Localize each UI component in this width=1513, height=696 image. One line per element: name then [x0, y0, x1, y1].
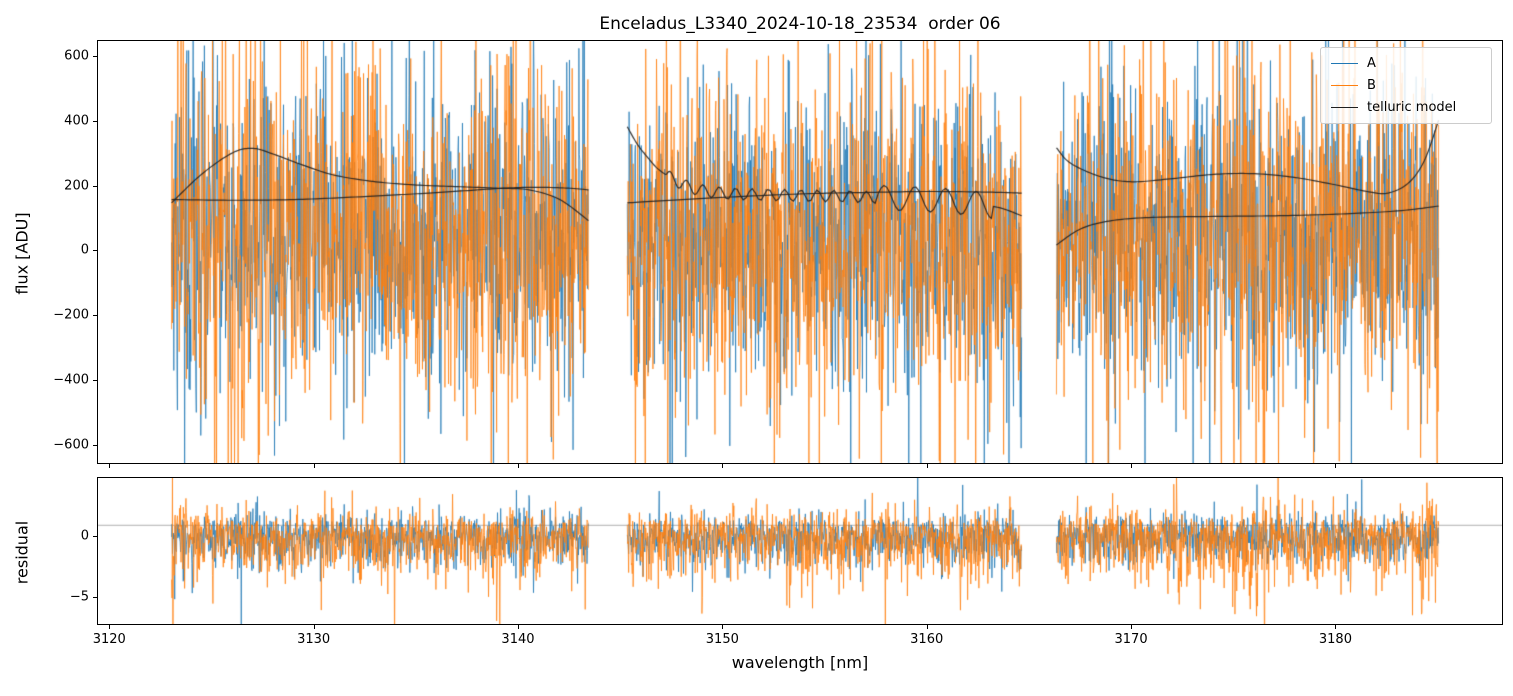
x-tick-mark	[926, 625, 928, 629]
y-tick-mark	[93, 185, 97, 187]
y-tick-label: −600	[53, 437, 89, 453]
x-tick-label: 3180	[1318, 632, 1352, 647]
y-tick-mark	[93, 250, 97, 252]
x-tick-mark	[109, 464, 111, 468]
x-tick-label: 3140	[501, 632, 535, 647]
x-tick-mark	[1335, 625, 1337, 629]
y-tick-label: 400	[64, 113, 89, 129]
x-tick-label: 3170	[1114, 632, 1148, 647]
legend-label-telluric: telluric model	[1367, 100, 1457, 115]
x-tick-label: 3120	[92, 632, 126, 647]
y-tick-label: −5	[69, 589, 89, 605]
legend-entry-b: B	[1331, 79, 1481, 92]
residual-plot-canvas	[98, 478, 1502, 624]
y-tick-label: 0	[80, 528, 89, 544]
legend-line-b	[1331, 85, 1358, 86]
x-tick-mark	[313, 464, 315, 468]
y-tick-mark	[93, 56, 97, 58]
y-tick-mark	[93, 444, 97, 446]
x-tick-mark	[1335, 464, 1337, 468]
y-tick-label: 0	[80, 242, 89, 258]
legend-line-a	[1331, 63, 1358, 64]
flux-plot-canvas	[98, 41, 1502, 463]
legend-line-telluric	[1331, 107, 1358, 108]
y-tick-mark	[93, 315, 97, 317]
x-tick-mark	[109, 625, 111, 629]
x-tick-mark	[313, 625, 315, 629]
y-tick-label: −200	[53, 307, 89, 323]
x-axis-label: wavelength [nm]	[731, 653, 869, 672]
legend-entry-a: A	[1331, 57, 1481, 70]
x-tick-mark	[926, 464, 928, 468]
x-tick-mark	[722, 625, 724, 629]
legend-label-a: A	[1367, 56, 1376, 71]
x-tick-label: 3150	[705, 632, 739, 647]
x-tick-label: 3160	[910, 632, 944, 647]
x-tick-mark	[517, 464, 519, 468]
legend: A B telluric model	[1320, 47, 1492, 124]
y-tick-label: 200	[64, 178, 89, 194]
y-tick-mark	[93, 597, 97, 599]
x-tick-label: 3130	[297, 632, 331, 647]
x-tick-mark	[517, 625, 519, 629]
flux-panel	[97, 40, 1503, 464]
y-tick-mark	[93, 536, 97, 538]
y-tick-label: 600	[64, 48, 89, 64]
x-tick-mark	[1131, 625, 1133, 629]
x-tick-mark	[1131, 464, 1133, 468]
chart-title: Enceladus_L3340_2024-10-18_23534 order 0…	[599, 14, 1001, 34]
x-tick-mark	[722, 464, 724, 468]
legend-entry-telluric: telluric model	[1331, 101, 1481, 114]
y-tick-mark	[93, 120, 97, 122]
residual-axis-label: residual	[12, 520, 32, 585]
y-tick-mark	[93, 379, 97, 381]
y-tick-label: −400	[53, 372, 89, 388]
residual-panel	[97, 477, 1503, 625]
legend-label-b: B	[1367, 78, 1376, 93]
